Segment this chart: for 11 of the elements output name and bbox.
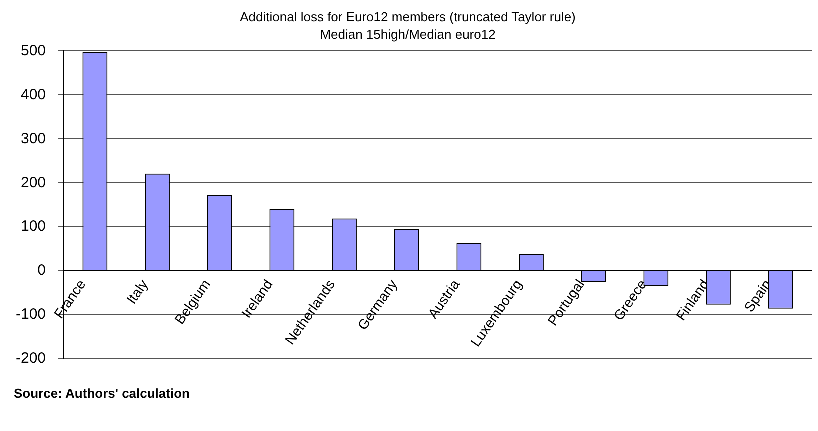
y-tick-label: 0 [38,262,46,280]
y-tick-label: 100 [20,218,46,236]
chart-title: Additional loss for Euro12 members (truncated Taylor rule) [240,9,576,24]
y-tick-label: 300 [20,130,46,148]
source-note: Source: Authors' calculation [14,386,190,401]
y-tick-label: -200 [16,350,46,368]
y-tick-label: 200 [20,174,46,192]
chart-subtitle: Median 15high/Median euro12 [320,26,496,42]
y-tick-label: 400 [20,86,46,104]
y-tick-label: 500 [20,42,46,60]
y-tick-label: -100 [16,306,46,324]
